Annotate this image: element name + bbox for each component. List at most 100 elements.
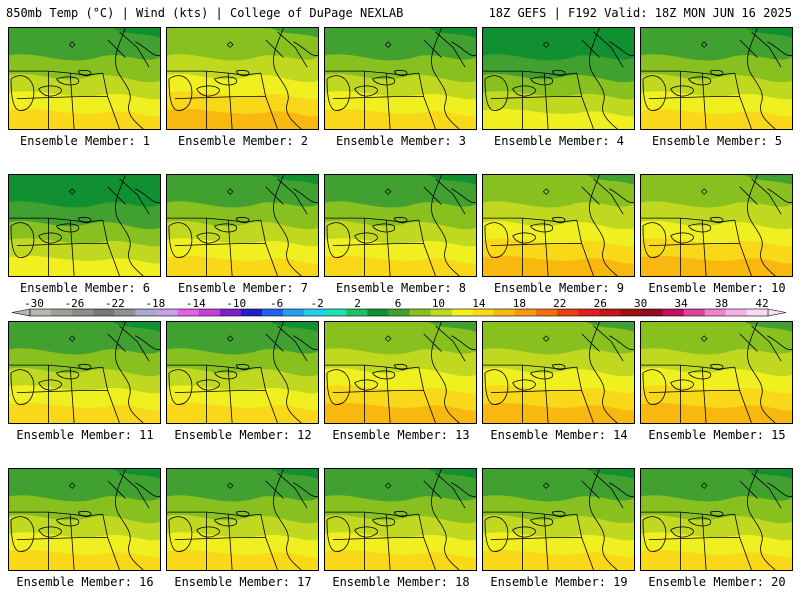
ensemble-map-panel: [8, 468, 161, 571]
colorbar-swatch: [304, 309, 326, 316]
colorbar-swatch: [514, 309, 537, 316]
ensemble-map-panel: [482, 468, 635, 571]
map-boundaries: [641, 469, 792, 570]
map-boundaries: [641, 28, 792, 129]
map-boundaries: [483, 322, 634, 423]
ensemble-member-label: Ensemble Member: 5: [651, 134, 783, 148]
colorbar-tick-label: 14: [472, 297, 486, 310]
ensemble-member-label: Ensemble Member: 15: [648, 428, 786, 442]
temperature-map: [325, 175, 476, 276]
ensemble-member-label: Ensemble Member: 14: [490, 428, 628, 442]
map-boundaries: [641, 175, 792, 276]
colorbar-swatch: [219, 309, 242, 316]
header-left-title: 850mb Temp (°C) | Wind (kts) | College o…: [6, 6, 404, 20]
ensemble-member-label: Ensemble Member: 18: [332, 575, 470, 589]
temperature-map: [641, 175, 792, 276]
colorbar-swatch: [620, 309, 642, 316]
ensemble-map-panel: [166, 468, 319, 571]
colorbar-swatch: [325, 309, 347, 316]
colorbar-tick-label: -30: [24, 297, 44, 310]
ensemble-map-panel: [8, 27, 161, 130]
colorbar-swatch: [725, 309, 748, 316]
temperature-map: [167, 175, 318, 276]
colorbar-swatch: [30, 309, 52, 316]
ensemble-member-label: Ensemble Member: 7: [177, 281, 309, 295]
colorbar-swatch: [135, 309, 157, 316]
ensemble-member-label: Ensemble Member: 8: [335, 281, 467, 295]
ensemble-map-panel: [8, 174, 161, 277]
temperature-map: [641, 28, 792, 129]
ensemble-member-label: Ensemble Member: 10: [648, 281, 786, 295]
colorbar-tick-label: 6: [395, 297, 402, 310]
temperature-map: [483, 469, 634, 570]
map-boundaries: [325, 469, 476, 570]
ensemble-member-label: Ensemble Member: 9: [493, 281, 625, 295]
map-boundaries: [9, 469, 160, 570]
colorbar-swatch: [156, 309, 178, 316]
colorbar-swatch: [578, 309, 600, 316]
temperature-map: [483, 175, 634, 276]
colorbar-swatch: [177, 309, 200, 316]
colorbar-swatch: [409, 309, 432, 316]
colorbar-tick-label: -18: [145, 297, 165, 310]
ensemble-member-label: Ensemble Member: 6: [19, 281, 151, 295]
colorbar-swatch: [198, 309, 221, 316]
colorbar-swatch: [388, 309, 410, 316]
map-boundaries: [167, 28, 318, 129]
ensemble-map-panel: [324, 321, 477, 424]
colorbar-tick-label: -2: [310, 297, 323, 310]
ensemble-map-panel: [482, 174, 635, 277]
colorbar-tick-label: 30: [634, 297, 647, 310]
colorbar-swatch: [599, 309, 621, 316]
map-boundaries: [483, 175, 634, 276]
colorbar-swatch: [704, 309, 727, 316]
ensemble-map-panel: [324, 174, 477, 277]
temperature-map: [9, 28, 160, 129]
map-boundaries: [9, 28, 160, 129]
ensemble-map-panel: [640, 27, 793, 130]
colorbar-swatch: [72, 309, 94, 316]
colorbar-swatch: [240, 309, 263, 316]
map-boundaries: [167, 322, 318, 423]
colorbar-tick-label: 2: [354, 297, 361, 310]
temperature-map: [325, 322, 476, 423]
colorbar-swatch: [430, 309, 453, 316]
colorbar-tick-label: -6: [270, 297, 283, 310]
header-right-valid-time: 18Z GEFS | F192 Valid: 18Z MON JUN 16 20…: [488, 6, 792, 20]
colorbar-swatch: [283, 309, 305, 316]
temperature-map: [9, 322, 160, 423]
temperature-map: [641, 322, 792, 423]
ensemble-map-panel: [166, 27, 319, 130]
colorbar-tick-label: 42: [755, 297, 768, 310]
colorbar-tick-label: 34: [674, 297, 688, 310]
ensemble-member-label: Ensemble Member: 16: [16, 575, 154, 589]
map-boundaries: [641, 322, 792, 423]
colorbar-swatch: [261, 309, 284, 316]
colorbar-swatch: [51, 309, 73, 316]
map-boundaries: [9, 175, 160, 276]
ensemble-map-panel: [166, 321, 319, 424]
temperature-map: [167, 322, 318, 423]
ensemble-member-label: Ensemble Member: 4: [493, 134, 625, 148]
colorbar-tick-label: 10: [432, 297, 445, 310]
colorbar-tick-label: 18: [513, 297, 526, 310]
colorbar-swatch: [114, 309, 136, 316]
ensemble-member-label: Ensemble Member: 1: [19, 134, 151, 148]
ensemble-member-label: Ensemble Member: 12: [174, 428, 312, 442]
colorbar-tick-label: -14: [186, 297, 206, 310]
colorbar-swatch: [346, 309, 368, 316]
colorbar-swatch: [683, 309, 706, 316]
colorbar-tick-label: 38: [715, 297, 728, 310]
ensemble-member-label: Ensemble Member: 19: [490, 575, 628, 589]
temperature-map: [167, 28, 318, 129]
colorbar-swatch: [557, 309, 579, 316]
colorbar-tick-label: 22: [553, 297, 566, 310]
map-boundaries: [483, 28, 634, 129]
ensemble-member-label: Ensemble Member: 20: [648, 575, 786, 589]
temperature-map: [325, 28, 476, 129]
ensemble-map-panel: [166, 174, 319, 277]
colorbar-swatch: [641, 309, 663, 316]
map-boundaries: [167, 175, 318, 276]
temperature-map: [9, 469, 160, 570]
ensemble-map-panel: [482, 27, 635, 130]
